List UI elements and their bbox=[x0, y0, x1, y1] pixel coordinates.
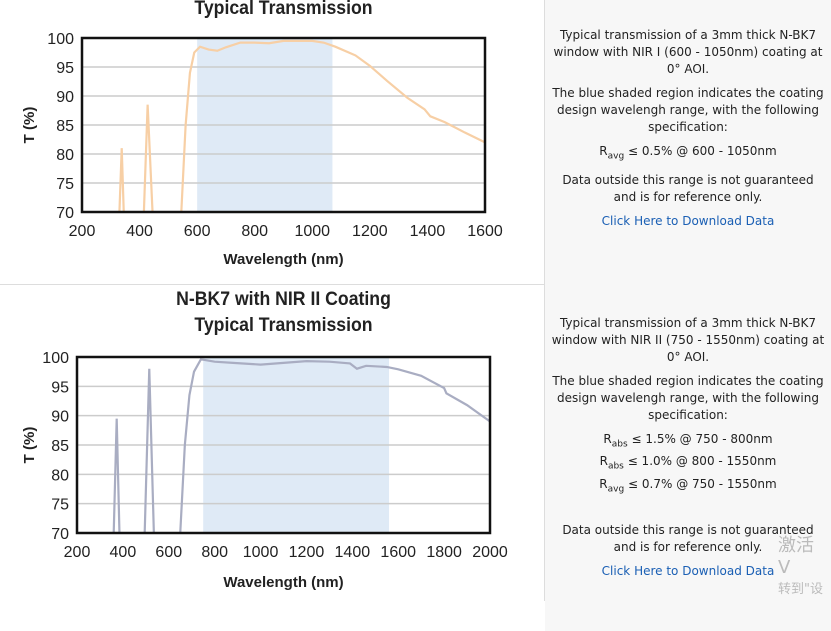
chart-panel: N-BK7 with NIR II Coating Typical Transmi… bbox=[0, 285, 545, 601]
x-tick-label: 200 bbox=[64, 544, 91, 561]
disclaimer-text: Data outside this range is not guarantee… bbox=[562, 173, 814, 205]
chart-row-1: Typical Transmission 70 75 80 85 90 95 100 200 40… bbox=[0, 0, 831, 311]
y-tick-label: 95 bbox=[56, 60, 74, 77]
chart-nir1: Typical Transmission 70 75 80 85 90 95 100 200 40… bbox=[21, 0, 503, 268]
download-link-wrap: Click Here to Download Data bbox=[545, 563, 831, 580]
x-axis-label: Wavelength (nm) bbox=[223, 251, 343, 268]
y-axis-label: T (%) bbox=[21, 427, 38, 464]
series-line bbox=[143, 368, 155, 534]
x-tick-label: 1800 bbox=[426, 544, 462, 561]
download-data-link[interactable]: Click Here to Download Data bbox=[601, 214, 775, 229]
spec-line: Rabs ≤ 1.0% @ 800 - 1550nm bbox=[551, 453, 825, 475]
spec-subscript: avg bbox=[607, 484, 625, 495]
x-tick-label: 1200 bbox=[352, 223, 388, 240]
chart-panel: Typical Transmission 70 75 80 85 90 95 100 200 40… bbox=[0, 0, 545, 284]
y-tick-label: 100 bbox=[42, 350, 69, 367]
y-tick-label: 80 bbox=[51, 467, 69, 484]
x-tick-label: 600 bbox=[155, 544, 182, 561]
x-axis-label: Wavelength (nm) bbox=[223, 574, 343, 591]
specification-list: Ravg ≤ 0.5% @ 600 - 1050nm bbox=[545, 143, 831, 165]
y-tick-label: 85 bbox=[56, 118, 74, 135]
x-tick-label: 1600 bbox=[380, 544, 416, 561]
spec-subscript: abs bbox=[607, 461, 624, 472]
spec-symbol: R bbox=[599, 454, 608, 469]
series-line bbox=[118, 148, 125, 213]
x-tick-label: 1400 bbox=[410, 223, 446, 240]
y-tick-label: 90 bbox=[51, 409, 69, 426]
specification-list: Rabs ≤ 1.5% @ 750 - 800nm Rabs ≤ 1.0% @ 8… bbox=[545, 431, 831, 498]
x-tick-label: 400 bbox=[126, 223, 153, 240]
x-tick-label: 400 bbox=[110, 544, 137, 561]
spec-value: ≤ 0.5% @ 600 - 1050nm bbox=[624, 144, 777, 158]
x-tick-label: 1000 bbox=[294, 223, 330, 240]
spec-value: ≤ 0.7% @ 750 - 1550nm bbox=[624, 476, 777, 491]
spec-line: Ravg ≤ 0.5% @ 600 - 1050nm bbox=[551, 143, 825, 165]
spec-subscript: avg bbox=[607, 151, 625, 162]
spec-symbol: R bbox=[603, 432, 612, 446]
chart-title: Typical Transmission bbox=[194, 0, 372, 18]
y-tick-label: 95 bbox=[51, 379, 69, 396]
description-text: Typical transmission of a 3mm thick N-BK… bbox=[551, 316, 825, 364]
y-tick-label: 75 bbox=[56, 176, 74, 193]
spec-symbol: R bbox=[599, 476, 608, 491]
series-line bbox=[112, 418, 121, 534]
x-tick-label: 1600 bbox=[467, 223, 503, 240]
x-tick-label: 1000 bbox=[243, 544, 279, 561]
plot-frame bbox=[80, 36, 487, 214]
chart-title: N-BK7 with NIR II Coating bbox=[176, 287, 391, 309]
spec-line: Rabs ≤ 1.5% @ 750 - 800nm bbox=[551, 431, 825, 453]
series-line bbox=[142, 104, 154, 213]
y-tick-label: 85 bbox=[51, 438, 69, 455]
y-tick-label: 70 bbox=[51, 526, 69, 543]
y-tick-label: 90 bbox=[56, 89, 74, 106]
description-panel: Typical transmission of a 3mm thick N-BK… bbox=[545, 0, 831, 311]
download-data-link[interactable]: Click Here to Download Data bbox=[601, 564, 775, 579]
chart-title: Typical Transmission bbox=[194, 313, 372, 335]
x-tick-label: 200 bbox=[69, 223, 96, 240]
spec-subscript: abs bbox=[611, 439, 628, 450]
x-tick-label: 1400 bbox=[335, 544, 371, 561]
description-panel: Typical transmission of a 3mm thick N-BK… bbox=[545, 285, 831, 631]
y-axis-label: T (%) bbox=[21, 107, 38, 144]
x-tick-label: 800 bbox=[201, 544, 228, 561]
x-tick-label: 2000 bbox=[472, 544, 508, 561]
chart-nir2: N-BK7 with NIR II Coating Typical Transmi… bbox=[21, 287, 508, 591]
series-line bbox=[180, 39, 486, 213]
chart-row-2: N-BK7 with NIR II Coating Typical Transmi… bbox=[0, 285, 831, 631]
description-text: Typical transmission of a 3mm thick N-BK… bbox=[553, 28, 823, 76]
spec-value: ≤ 1.5% @ 750 - 800nm bbox=[627, 432, 773, 446]
shaded-region-note: The blue shaded region indicates the coa… bbox=[552, 374, 824, 422]
y-tick-label: 70 bbox=[56, 205, 74, 222]
shaded-region-note: The blue shaded region indicates the coa… bbox=[552, 86, 824, 134]
x-tick-label: 600 bbox=[184, 223, 211, 240]
y-tick-label: 75 bbox=[51, 497, 69, 514]
y-tick-label: 80 bbox=[56, 147, 74, 164]
spec-line: Ravg ≤ 0.7% @ 750 - 1550nm bbox=[551, 476, 825, 498]
disclaimer-text: Data outside this range is not guarantee… bbox=[562, 523, 814, 555]
series-line bbox=[179, 358, 491, 534]
y-tick-label: 100 bbox=[47, 31, 74, 48]
plot-frame bbox=[75, 355, 492, 535]
spec-value: ≤ 1.0% @ 800 - 1550nm bbox=[623, 454, 777, 469]
watermark: 激活 V 转到"设 bbox=[778, 535, 823, 597]
x-tick-label: 800 bbox=[241, 223, 268, 240]
x-tick-label: 1200 bbox=[289, 544, 325, 561]
download-link-wrap: Click Here to Download Data bbox=[545, 213, 831, 230]
spec-symbol: R bbox=[599, 144, 608, 158]
